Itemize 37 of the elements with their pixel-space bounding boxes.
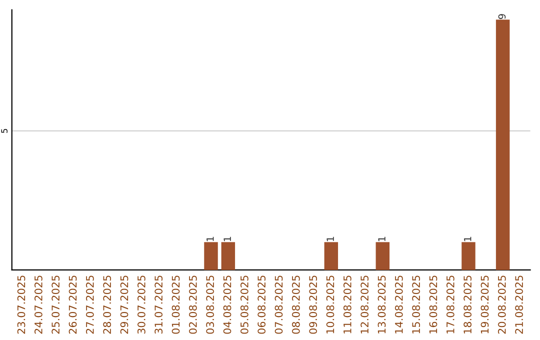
data-label: 1 <box>206 236 214 242</box>
x-tick-label: 11.08.2025 <box>343 276 352 334</box>
data-label: 1 <box>224 236 231 242</box>
x-tick-label: 03.08.2025 <box>206 276 214 334</box>
x-tick-label: 10.08.2025 <box>326 276 334 334</box>
x-tick-label: 27.07.2025 <box>86 276 94 334</box>
x-tick-label: 06.08.2025 <box>258 276 266 334</box>
x-tick-label: 18.08.2025 <box>464 276 472 334</box>
x-tick-label: 13.08.2025 <box>378 276 386 334</box>
x-tick-label: 02.08.2025 <box>188 276 197 334</box>
x-tick-label: 29.07.2025 <box>120 276 128 334</box>
x-tick-label: 07.08.2025 <box>274 276 283 334</box>
x-tick-label: 05.08.2025 <box>240 276 248 334</box>
x-tick-label: 15.08.2025 <box>412 276 420 334</box>
x-tick-label: 09.08.2025 <box>309 276 318 334</box>
x-tick-label: 23.07.2025 <box>17 276 26 334</box>
x-tick-label: 01.08.2025 <box>172 276 180 334</box>
x-tick-label: 31.07.2025 <box>154 276 163 334</box>
x-tick-label: 08.08.2025 <box>292 276 300 334</box>
x-tick-label: 28.07.2025 <box>103 276 112 334</box>
x-tick-label: 25.07.2025 <box>52 276 60 334</box>
x-tick-label: 12.08.2025 <box>360 276 369 334</box>
data-label: 1 <box>326 236 334 242</box>
data-label: 9 <box>498 14 506 19</box>
y-tick-label: 5 <box>1 128 8 133</box>
x-tick-label: 21.08.2025 <box>515 276 524 334</box>
x-tick-label: 16.08.2025 <box>429 276 438 334</box>
x-tick-label: 24.07.2025 <box>34 276 42 334</box>
data-label: 1 <box>464 236 472 242</box>
x-tick-label: 20.08.2025 <box>498 276 506 334</box>
x-tick-label: 19.08.2025 <box>480 276 489 334</box>
x-tick-label: 04.08.2025 <box>223 276 232 334</box>
x-tick-label: 17.08.2025 <box>446 276 454 334</box>
x-tick-label: 30.07.2025 <box>137 276 146 334</box>
x-tick-label: 26.07.2025 <box>68 276 77 334</box>
x-tick-label: 14.08.2025 <box>394 276 403 334</box>
data-label: 1 <box>378 236 386 242</box>
